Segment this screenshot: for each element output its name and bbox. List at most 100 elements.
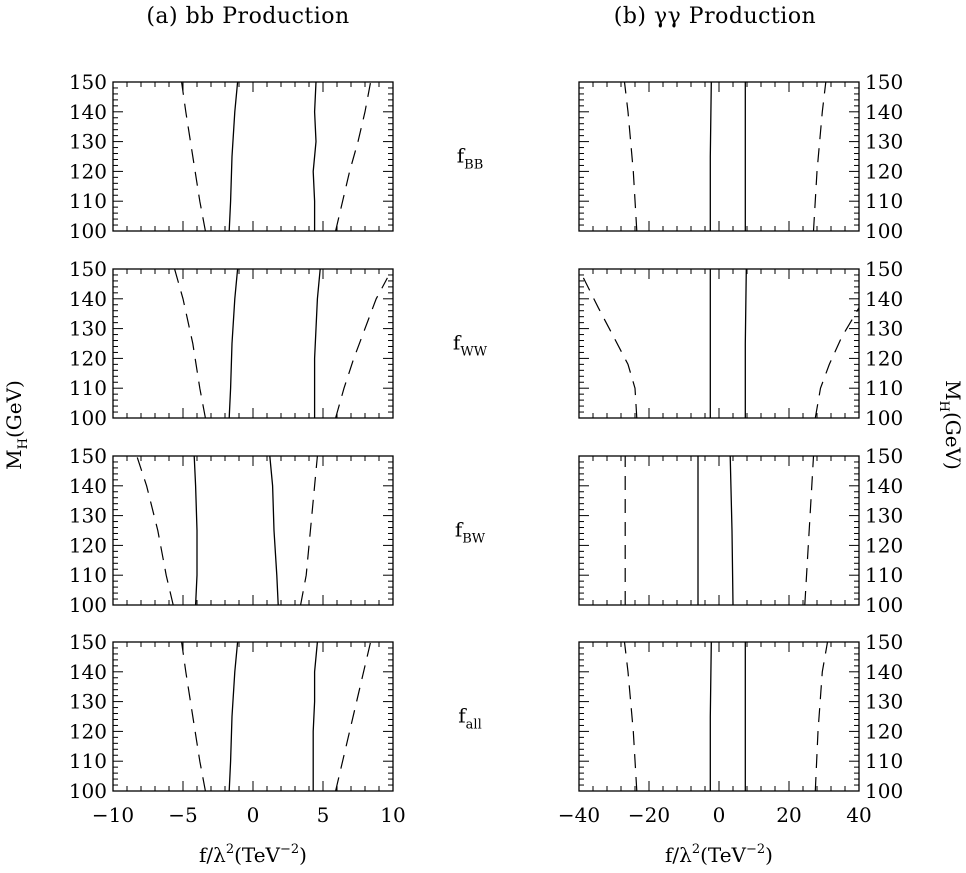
solid-contour-line xyxy=(709,642,712,791)
y-tick-label: 100 xyxy=(865,593,903,617)
dashed-contour-line xyxy=(335,277,388,418)
y-tick-label: 130 xyxy=(69,130,107,154)
solid-contour-line xyxy=(312,642,319,791)
curves xyxy=(624,456,815,605)
x-axis-label-right: f/λ2(TeV−2) xyxy=(665,842,773,867)
x-tick-label: −5 xyxy=(168,803,197,827)
y-tick-label: 120 xyxy=(69,533,107,557)
dashed-contour-line xyxy=(623,82,638,231)
curves xyxy=(623,642,829,791)
y-tick-label: 130 xyxy=(69,317,107,341)
x-tick-label: 10 xyxy=(380,803,405,827)
y-tick-label: 100 xyxy=(865,219,903,243)
y-tick-label: 140 xyxy=(69,100,107,124)
dashed-contour-line xyxy=(335,642,372,791)
solid-contour-line xyxy=(193,456,198,605)
y-tick-label: 120 xyxy=(865,346,903,370)
x-tick-label: 0 xyxy=(713,803,726,827)
plot-frame xyxy=(578,81,860,232)
dashed-contour-line xyxy=(181,642,206,791)
panel-bb-fWW: 100 110 120 130 140 150 xyxy=(69,257,394,430)
curves xyxy=(181,642,372,791)
x-tick-label: 0 xyxy=(247,803,260,827)
curves xyxy=(174,269,388,418)
y-tick-label: 150 xyxy=(69,444,107,468)
left-column-title: (a) bb Production xyxy=(146,4,349,29)
y-tick-label: 120 xyxy=(865,719,903,743)
solid-contour-line xyxy=(312,82,317,231)
y-tick-label: 110 xyxy=(865,189,903,213)
dashed-contour-line xyxy=(174,269,206,418)
y-tick-label: 150 xyxy=(865,257,903,281)
solid-contour-line xyxy=(744,269,747,418)
y-tick-label: 150 xyxy=(865,70,903,94)
y-tick-label: 130 xyxy=(865,130,903,154)
panel-bb-fBB: 100 110 120 130 140 150 xyxy=(69,70,394,243)
panel-bb-fBW: 100 110 120 130 140 150 xyxy=(69,444,394,617)
y-tick-label: 100 xyxy=(865,406,903,430)
x-tick-label: −40 xyxy=(558,803,600,827)
solid-contour-line xyxy=(228,642,239,791)
y-tick-label: 140 xyxy=(865,660,903,684)
curves xyxy=(579,269,859,418)
x-axis-label-left: f/λ2(TeV−2) xyxy=(199,842,307,867)
y-tick-label: 130 xyxy=(69,690,107,714)
y-tick-label: 120 xyxy=(865,159,903,183)
y-tick-label: 130 xyxy=(69,504,107,528)
x-tick-label: 40 xyxy=(846,803,871,827)
y-tick-label: 140 xyxy=(69,474,107,498)
plot-frame xyxy=(112,268,394,419)
y-tick-label: 140 xyxy=(69,660,107,684)
y-tick-label: 100 xyxy=(69,406,107,430)
curves xyxy=(136,456,318,605)
panel-gammagamma-fBW: 100 110 120 130 140 150 xyxy=(578,444,903,617)
plot-frame xyxy=(112,81,394,232)
curves xyxy=(181,82,372,231)
plot-frame xyxy=(578,455,860,606)
dashed-contour-line xyxy=(181,82,206,231)
x-tick-label: −20 xyxy=(628,803,670,827)
y-tick-label: 150 xyxy=(69,70,107,94)
solid-contour-line xyxy=(709,82,712,231)
y-tick-label: 140 xyxy=(865,100,903,124)
y-tick-label: 100 xyxy=(69,779,107,803)
dashed-contour-line xyxy=(335,82,372,231)
row-label-all: fall xyxy=(458,704,481,733)
y-tick-label: 130 xyxy=(865,690,903,714)
dashed-contour-line xyxy=(814,307,859,418)
solid-contour-line xyxy=(269,456,279,605)
plot-frame xyxy=(112,641,394,792)
y-tick-label: 110 xyxy=(69,749,107,773)
solid-contour-line xyxy=(228,82,239,231)
y-tick-label: 150 xyxy=(69,630,107,654)
row-label-BW: fBW xyxy=(455,518,486,547)
y-tick-label: 100 xyxy=(69,219,107,243)
row-label-BB: fBB xyxy=(457,144,484,173)
y-tick-label: 110 xyxy=(865,749,903,773)
y-tick-label: 100 xyxy=(865,779,903,803)
solid-contour-line xyxy=(228,269,239,418)
y-tick-label: 120 xyxy=(69,346,107,370)
row-label-WW: fWW xyxy=(453,331,488,360)
y-tick-label: 140 xyxy=(865,287,903,311)
x-tick-label: 20 xyxy=(776,803,801,827)
curves xyxy=(623,82,827,231)
dashed-contour-line xyxy=(300,456,318,605)
y-tick-label: 120 xyxy=(69,159,107,183)
dashed-contour-line xyxy=(814,642,829,791)
y-tick-label: 110 xyxy=(69,563,107,587)
y-tick-label: 140 xyxy=(69,287,107,311)
y-tick-label: 110 xyxy=(865,563,903,587)
panel-bb-fall: 100 110 120 130 140 150 −10 −5 0 5 10 xyxy=(69,630,406,827)
y-tick-label: 110 xyxy=(865,376,903,400)
y-tick-label: 150 xyxy=(865,444,903,468)
y-tick-label: 100 xyxy=(69,593,107,617)
y-tick-label: 110 xyxy=(69,376,107,400)
y-tick-label: 140 xyxy=(865,474,903,498)
right-column-title: (b) γγ Production xyxy=(614,4,816,29)
dashed-contour-line xyxy=(136,456,174,605)
y-tick-label: 130 xyxy=(865,317,903,341)
y-tick-label: 120 xyxy=(69,719,107,743)
dashed-contour-line xyxy=(623,642,638,791)
